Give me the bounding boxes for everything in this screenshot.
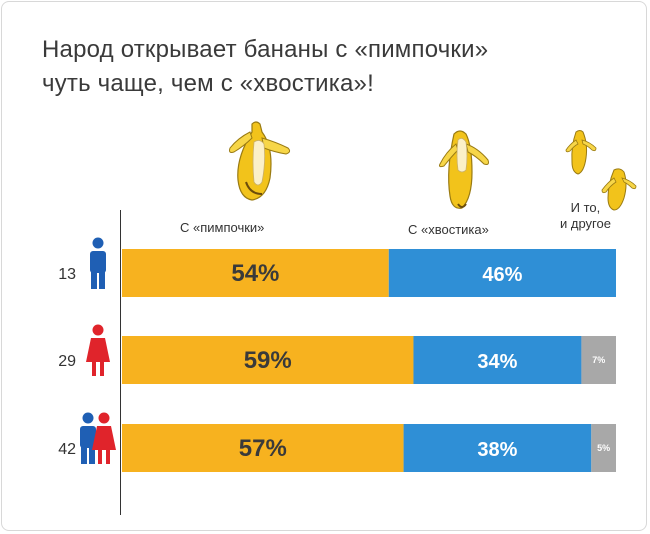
banana-peeled-top-icon (229, 121, 291, 201)
data-label: 7% (592, 355, 605, 365)
bar-segment-both (581, 336, 616, 384)
woman-icon (92, 412, 116, 464)
data-label: 5% (597, 443, 610, 453)
man-icon (90, 237, 106, 289)
banana-small-bottom-icon (601, 168, 637, 211)
legend-label-khvostik: С «хвостика» (408, 222, 489, 237)
data-label: 38% (477, 439, 517, 461)
chart-title-line-2: чуть чаще, чем с «хвостика»! (42, 70, 374, 97)
woman-icon (86, 324, 110, 376)
data-label: 46% (482, 264, 522, 286)
man-icon (80, 412, 96, 464)
data-label: 57% (239, 435, 287, 462)
bar-segment-khvostik (388, 249, 616, 297)
legend-label-pimpochka: С «пимпочки» (180, 220, 265, 235)
chart-title-line-1: Народ открывает бананы с «пимпочки» (42, 36, 489, 63)
bar-segment-khvostik (403, 424, 592, 472)
banana-small-top-icon (565, 130, 597, 175)
data-label: 54% (231, 260, 279, 287)
legend-label-both: И то, и другое (560, 200, 611, 232)
category-label: 13 (58, 266, 76, 283)
bar-segment-khvostik (413, 336, 582, 384)
legend-label-both-line-1: И то, (570, 200, 601, 215)
banana-peeled-bottom-icon (439, 130, 489, 209)
category-label: 42 (58, 441, 76, 458)
bar-segment-pimpochka (122, 424, 404, 472)
category-label: 29 (58, 353, 76, 370)
legend-label-both-line-2: и другое (560, 216, 611, 231)
bar-segment-pimpochka (122, 249, 389, 297)
data-label: 34% (477, 351, 517, 373)
data-label: 59% (244, 347, 292, 374)
bar-segment-both (591, 424, 616, 472)
bar-segment-pimpochka (122, 336, 414, 384)
y-axis-line (120, 210, 121, 515)
